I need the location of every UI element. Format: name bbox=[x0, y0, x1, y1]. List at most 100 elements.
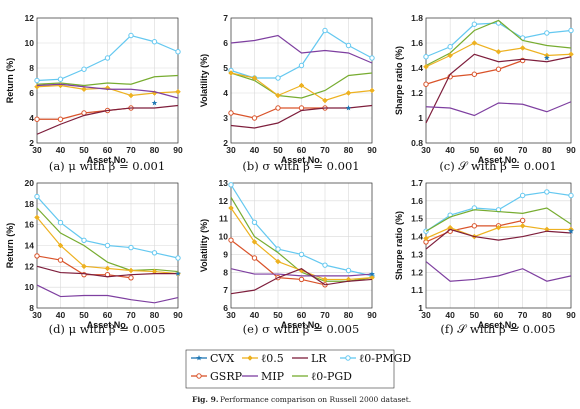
data-point bbox=[345, 90, 352, 96]
data-point bbox=[423, 54, 429, 60]
y-tick-label: 10 bbox=[219, 232, 229, 242]
x-tick-label: 90 bbox=[566, 145, 576, 155]
x-tick-label: 50 bbox=[470, 145, 480, 155]
data-point bbox=[495, 66, 502, 72]
y-tick-label: 8 bbox=[29, 63, 34, 73]
y-tick-label: 9 bbox=[223, 249, 228, 259]
x-axis-label: Asset No. bbox=[87, 320, 129, 330]
y-tick-label: 1.8 bbox=[411, 13, 423, 23]
data-point bbox=[544, 189, 550, 195]
data-point bbox=[345, 105, 352, 111]
data-point bbox=[471, 21, 478, 27]
y-tick-label: 1.2 bbox=[411, 88, 423, 98]
data-point bbox=[175, 88, 181, 95]
x-tick-label: 80 bbox=[150, 145, 160, 155]
data-point bbox=[34, 253, 40, 259]
x-tick-label: 70 bbox=[126, 145, 136, 155]
data-point bbox=[543, 226, 550, 233]
x-tick-label: 90 bbox=[367, 145, 377, 155]
y-tick-label: 1.4 bbox=[411, 63, 423, 73]
y-tick-label: 6 bbox=[29, 88, 34, 98]
data-point bbox=[128, 275, 134, 281]
legend-label: CVX bbox=[210, 352, 234, 365]
x-axis-label: Asset No. bbox=[87, 155, 129, 165]
data-point bbox=[175, 255, 181, 261]
legend-label: GSRP bbox=[210, 370, 243, 383]
y-tick-label: 13 bbox=[219, 178, 229, 188]
panel-caption: (c) 𝒮 with β = 0.001 bbox=[439, 159, 556, 173]
y-tick-label: 1.4 bbox=[411, 232, 423, 242]
series-line bbox=[36, 104, 179, 135]
x-tick-label: 60 bbox=[494, 310, 504, 320]
data-point bbox=[519, 45, 526, 51]
x-tick-label: 80 bbox=[344, 310, 354, 320]
data-point bbox=[568, 27, 574, 34]
legend: CVX ℓ0.5 LR ℓ0-PMGD GSRP MIP ℓ0-PGD bbox=[185, 349, 411, 389]
data-point bbox=[251, 115, 258, 121]
y-tick-label: 1.7 bbox=[411, 178, 423, 188]
x-tick-label: 40 bbox=[250, 310, 260, 320]
plot-frame bbox=[230, 182, 373, 309]
chart-panel: 8 10 12 14 16 18 20 30 40 50 60 70 80 90 Asset No. Retu… bbox=[5, 178, 183, 336]
data-point bbox=[151, 39, 158, 45]
data-point bbox=[345, 276, 352, 283]
y-tick-label: 7 bbox=[223, 285, 228, 295]
data-point bbox=[298, 276, 305, 283]
data-point bbox=[57, 242, 64, 249]
data-point bbox=[369, 274, 375, 281]
y-tick-label: 11 bbox=[219, 214, 228, 224]
x-tick-label: 90 bbox=[566, 310, 576, 320]
data-point bbox=[151, 100, 158, 106]
data-point bbox=[322, 27, 328, 34]
panel-caption: (b) σ with β = 0.001 bbox=[242, 159, 359, 173]
x-tick-label: 80 bbox=[344, 145, 354, 155]
series-line bbox=[425, 207, 572, 232]
x-tick-label: 30 bbox=[226, 310, 236, 320]
y-tick-label: 1.5 bbox=[411, 214, 423, 224]
series-line bbox=[230, 34, 373, 64]
data-point bbox=[345, 267, 352, 274]
data-point bbox=[322, 276, 328, 283]
plot-frame bbox=[425, 182, 572, 309]
series-line bbox=[230, 268, 373, 277]
data-point bbox=[251, 75, 258, 81]
y-tick-label: 12 bbox=[25, 261, 35, 271]
data-point bbox=[34, 193, 40, 200]
series-line bbox=[425, 101, 572, 117]
data-point bbox=[175, 49, 181, 55]
data-point bbox=[128, 32, 134, 39]
data-point bbox=[471, 40, 478, 46]
data-point bbox=[251, 239, 258, 245]
data-point bbox=[128, 244, 134, 251]
data-point bbox=[471, 223, 478, 229]
data-point bbox=[275, 258, 281, 265]
y-tick-label: 3 bbox=[223, 113, 228, 123]
legend-label: ℓ0-PGD bbox=[311, 370, 352, 383]
chart-panel: 2 3 4 5 6 7 30 40 50 60 70 80 90 Asset No. Volatility … bbox=[199, 13, 377, 173]
x-tick-label: 50 bbox=[273, 145, 283, 155]
y-axis-label: Sharpe ratio (%) bbox=[394, 211, 404, 280]
y-tick-label: 1.2 bbox=[411, 267, 423, 277]
y-tick-label: 4 bbox=[29, 113, 34, 123]
series-line bbox=[36, 284, 179, 304]
legend-marker bbox=[196, 355, 202, 361]
y-axis-label: Volatility (%) bbox=[199, 54, 209, 107]
data-point bbox=[275, 92, 281, 99]
data-point bbox=[322, 262, 328, 268]
data-point bbox=[543, 55, 550, 61]
legend-marker bbox=[196, 373, 202, 379]
y-tick-label: 1.6 bbox=[411, 196, 423, 206]
x-tick-label: 60 bbox=[103, 145, 113, 155]
y-tick-label: 1.3 bbox=[411, 249, 423, 259]
y-tick-label: 10 bbox=[25, 282, 35, 292]
plot-frame bbox=[230, 17, 373, 144]
data-point bbox=[228, 205, 234, 211]
data-point bbox=[568, 51, 574, 58]
data-point bbox=[519, 223, 526, 229]
data-point bbox=[322, 97, 328, 104]
x-tick-label: 80 bbox=[150, 310, 160, 320]
x-tick-label: 90 bbox=[173, 145, 183, 155]
panel-caption: (f) 𝒮 with β = 0.005 bbox=[440, 322, 555, 336]
y-tick-label: 1 bbox=[418, 303, 423, 313]
